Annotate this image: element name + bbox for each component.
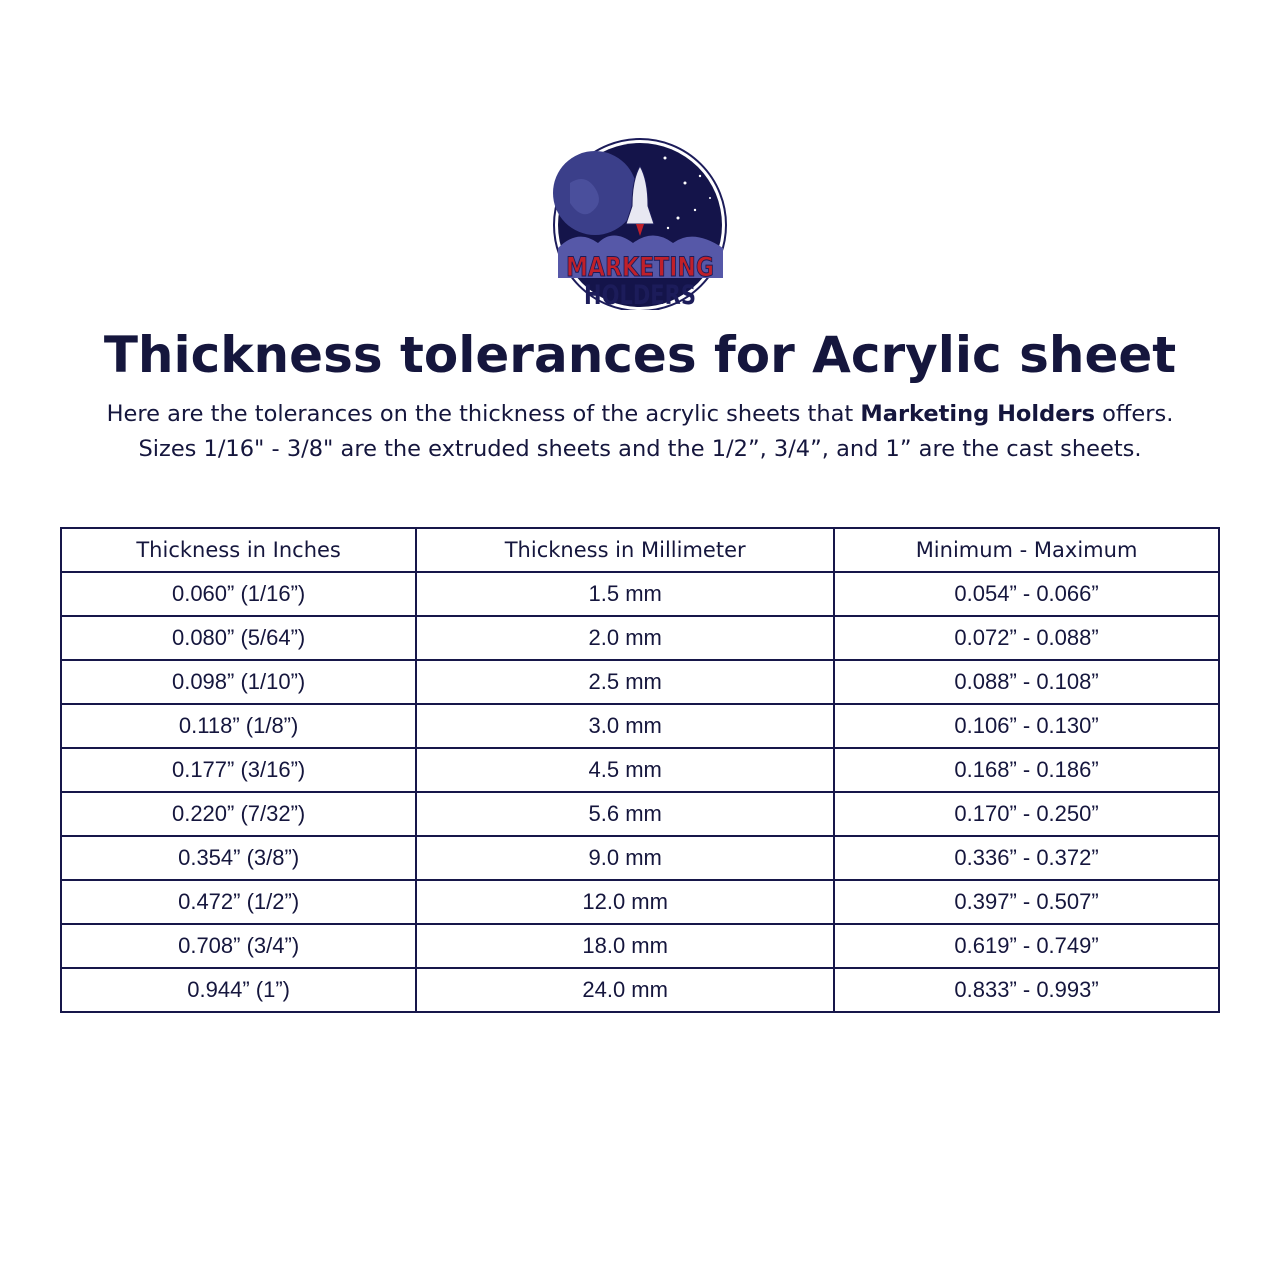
subtitle-text: offers. [1094, 401, 1174, 427]
table-cell: 0.336” - 0.372” [833, 835, 1220, 881]
table-row: 0.944” (1”) 24.0 mm 0.833” - 0.993” [59, 967, 1220, 1013]
table-cell: 0.118” (1/8”) [59, 703, 418, 749]
table-cell: 0.106” - 0.130” [833, 703, 1220, 749]
table-row: 0.177” (3/16”) 4.5 mm 0.168” - 0.186” [59, 747, 1220, 793]
table-row: 0.220” (7/32”) 5.6 mm 0.170” - 0.250” [59, 791, 1220, 837]
subtitle-text: Here are the tolerances on the thickness… [106, 401, 861, 427]
table-cell: 2.0 mm [415, 615, 836, 661]
table-cell: 0.170” - 0.250” [833, 791, 1220, 837]
table-row: 0.708” (3/4”) 18.0 mm 0.619” - 0.749” [59, 923, 1220, 969]
table-cell: 24.0 mm [415, 967, 836, 1013]
page-title: Thickness tolerances for Acrylic sheet [103, 326, 1177, 384]
table-cell: 0.708” (3/4”) [59, 923, 418, 969]
table-cell: 0.072” - 0.088” [833, 615, 1220, 661]
table-cell: 0.177” (3/16”) [59, 747, 418, 793]
table-cell: 0.168” - 0.186” [833, 747, 1220, 793]
tolerance-table: Thickness in Inches Thickness in Millime… [59, 527, 1220, 1013]
table-cell: 0.054” - 0.066” [833, 571, 1220, 617]
brand-name: Marketing Holders [860, 401, 1095, 427]
table-cell: 0.944” (1”) [59, 967, 418, 1013]
subtitle-line1: Here are the tolerances on the thickness… [0, 401, 1280, 427]
subtitle-line2: Sizes 1/16" - 3/8" are the extruded shee… [138, 436, 1142, 462]
table-cell: 0.472” (1/2”) [59, 879, 418, 925]
table-row: 0.472” (1/2”) 12.0 mm 0.397” - 0.507” [59, 879, 1220, 925]
table-cell: 0.088” - 0.108” [833, 659, 1220, 705]
table-cell: 4.5 mm [415, 747, 836, 793]
table-cell: 0.833” - 0.993” [833, 967, 1220, 1013]
table-row: 0.098” (1/10”) 2.5 mm 0.088” - 0.108” [59, 659, 1220, 705]
table-header-row: Thickness in Inches Thickness in Millime… [59, 527, 1220, 573]
table-cell: 5.6 mm [415, 791, 836, 837]
table-cell: 12.0 mm [415, 879, 836, 925]
table-cell: 2.5 mm [415, 659, 836, 705]
table-cell: 0.060” (1/16”) [59, 571, 418, 617]
table-row: 0.080” (5/64”) 2.0 mm 0.072” - 0.088” [59, 615, 1220, 661]
table-row: 0.060” (1/16”) 1.5 mm 0.054” - 0.066” [59, 571, 1220, 617]
logo-line1: MARKETING [566, 252, 714, 283]
logo-line2: HOLDERS [584, 280, 696, 310]
table-row: 0.354” (3/8”) 9.0 mm 0.336” - 0.372” [59, 835, 1220, 881]
table-cell: 0.080” (5/64”) [59, 615, 418, 661]
marketing-holders-logo: MARKETING HOLDERS [553, 138, 727, 310]
table-cell: 0.220” (7/32”) [59, 791, 418, 837]
table-cell: 1.5 mm [415, 571, 836, 617]
table-cell: 3.0 mm [415, 703, 836, 749]
table-cell: 0.397” - 0.507” [833, 879, 1220, 925]
table-cell: 9.0 mm [415, 835, 836, 881]
table-cell: 0.354” (3/8”) [59, 835, 418, 881]
table-cell: 0.619” - 0.749” [833, 923, 1220, 969]
table-cell: 0.098” (1/10”) [59, 659, 418, 705]
column-header: Thickness in Inches [59, 527, 418, 573]
table-row: 0.118” (1/8”) 3.0 mm 0.106” - 0.130” [59, 703, 1220, 749]
table-cell: 18.0 mm [415, 923, 836, 969]
column-header: Thickness in Millimeter [415, 527, 836, 573]
column-header: Minimum - Maximum [833, 527, 1220, 573]
